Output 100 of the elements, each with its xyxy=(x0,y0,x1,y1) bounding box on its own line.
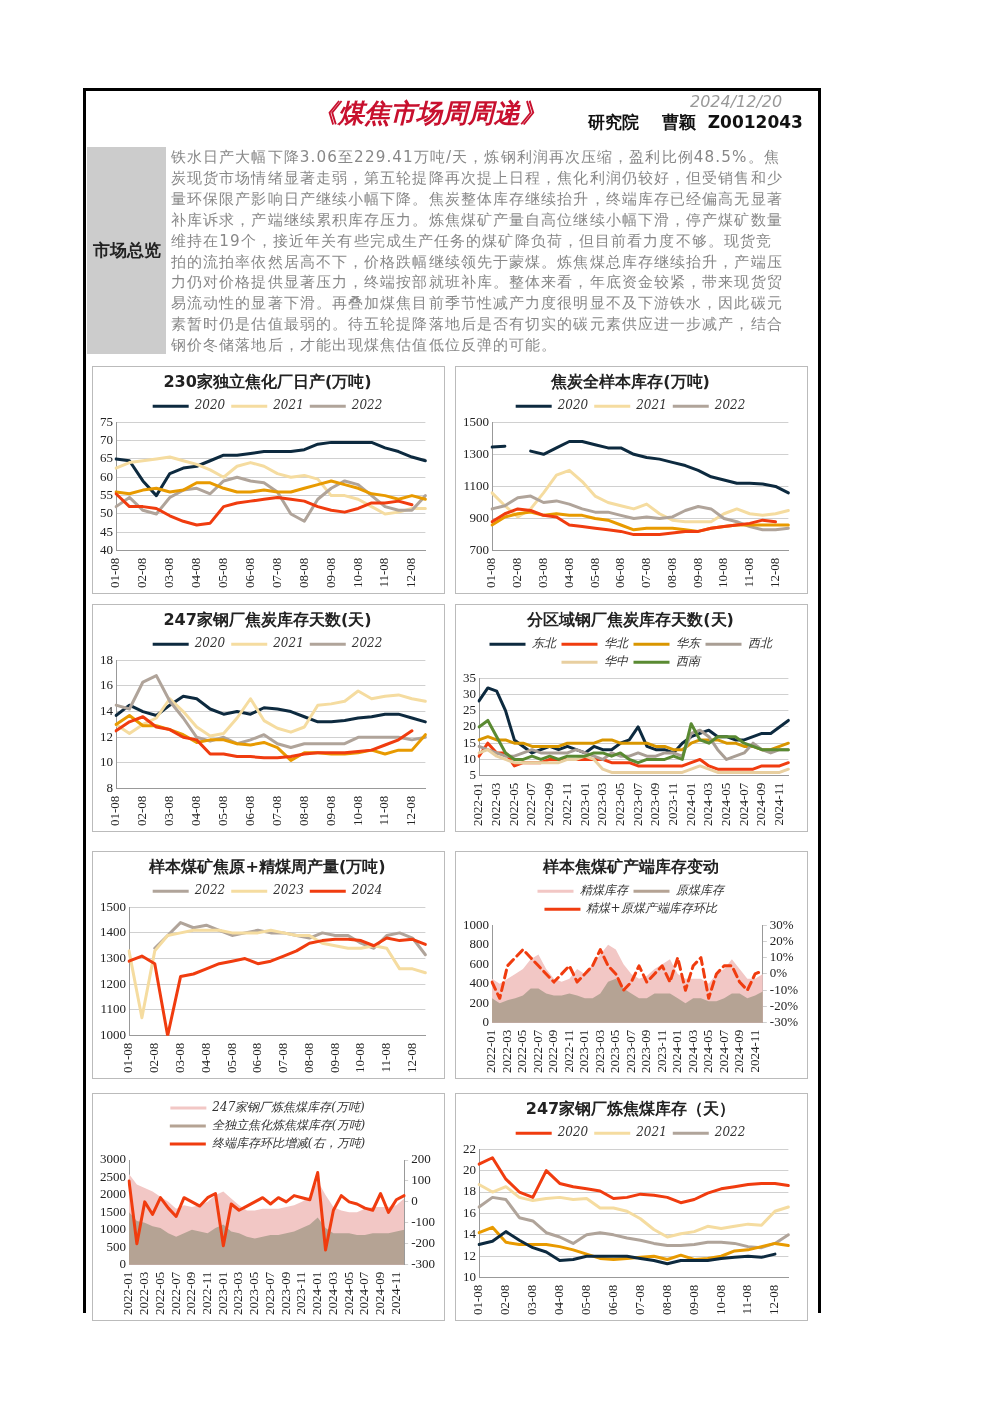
x-tick-label: 01-08 xyxy=(107,557,123,589)
chart-title: 分区域钢厂焦炭库存天数(天) xyxy=(526,609,734,629)
x-tick-label: 2024-07 xyxy=(715,1029,731,1074)
x-tick-label: 2023-11 xyxy=(653,1029,669,1073)
x-tick-label: 10-08 xyxy=(352,1042,368,1074)
x-tick-label: 03-08 xyxy=(161,557,177,589)
x-tick-label: 2023-07 xyxy=(261,1271,277,1316)
x-tick-label: 2024-05 xyxy=(717,782,733,827)
x-tick-label: 05-08 xyxy=(223,1042,239,1074)
x-tick-label: 02-08 xyxy=(134,795,150,827)
y-tick-label: 16 xyxy=(463,1204,477,1220)
x-tick-label: 2024-11 xyxy=(746,1029,762,1073)
y-tick-label: 8 xyxy=(106,780,113,796)
y-tick-label: 700 xyxy=(469,542,489,558)
x-tick-label: 2024-05 xyxy=(700,1029,716,1074)
x-tick-label: 2022-09 xyxy=(183,1271,199,1316)
x-tick-label: 2024-07 xyxy=(356,1271,372,1316)
x-tick-label: 09-08 xyxy=(322,795,338,827)
y-tick-label: 65 xyxy=(100,450,113,466)
y2-tick-label: -200 xyxy=(411,1235,436,1251)
x-tick-label: 2024-01 xyxy=(309,1271,325,1316)
x-tick-label: 01-08 xyxy=(107,795,123,827)
y-tick-label: 1100 xyxy=(463,477,489,493)
x-tick-label: 07-08 xyxy=(638,557,654,589)
x-tick-label: 2024-11 xyxy=(387,1271,403,1315)
y-tick-label: 18 xyxy=(463,1183,476,1199)
x-tick-label: 07-08 xyxy=(275,1042,291,1074)
x-tick-label: 09-08 xyxy=(689,557,705,589)
x-tick-label: 08-08 xyxy=(658,1284,674,1316)
x-tick-label: 08-08 xyxy=(295,557,311,589)
legend-label: 2021 xyxy=(272,636,304,651)
x-tick-label: 2023-05 xyxy=(607,1029,623,1074)
legend-label: 精煤+原煤产端库存环比 xyxy=(586,901,718,916)
x-tick-label: 01-08 xyxy=(483,557,499,589)
x-tick-label: 2023-01 xyxy=(576,782,592,827)
x-tick-label: 02-08 xyxy=(146,1042,162,1074)
x-tick-label: 2023-11 xyxy=(664,782,680,826)
y-tick-label: 10 xyxy=(463,1269,476,1285)
x-tick-label: 10-08 xyxy=(349,795,365,827)
x-tick-label: 03-08 xyxy=(171,1042,187,1074)
x-tick-label: 06-08 xyxy=(249,1042,265,1074)
y-tick-label: 30 xyxy=(463,685,476,701)
x-tick-label: 2024-09 xyxy=(731,1029,747,1074)
legend-label: 2022 xyxy=(713,398,746,413)
legend-label: 2020 xyxy=(556,398,589,413)
x-tick-label: 05-08 xyxy=(586,557,602,589)
legend-label: 原煤库存 xyxy=(675,883,726,898)
y-tick-label: 55 xyxy=(100,487,113,503)
x-tick-label: 2023-01 xyxy=(214,1271,230,1316)
legend-label: 东北 xyxy=(531,636,558,651)
x-tick-label: 04-08 xyxy=(197,1042,213,1074)
x-tick-label: 2022-03 xyxy=(498,1029,514,1074)
text: 2024/12/20 xyxy=(690,92,783,111)
y-tick-label: 14 xyxy=(100,703,114,719)
x-tick-label: 05-08 xyxy=(215,557,231,589)
x-tick-label: 2023-05 xyxy=(246,1271,262,1316)
y2-tick-label: -300 xyxy=(411,1256,436,1272)
x-tick-label: 2022-03 xyxy=(488,782,504,827)
x-tick-label: 2022-05 xyxy=(514,1029,530,1074)
x-tick-label: 10-08 xyxy=(715,557,731,589)
x-tick-label: 02-08 xyxy=(509,557,525,589)
x-tick-label: 2022-05 xyxy=(151,1271,167,1316)
x-tick-label: 2023-09 xyxy=(647,782,663,827)
legend-label: 247家钢厂炼焦煤库存(万吨) xyxy=(211,1100,365,1115)
x-tick-label: 04-08 xyxy=(551,1284,567,1316)
legend-label: 2020 xyxy=(193,398,226,413)
y-tick-label: 500 xyxy=(106,1238,126,1254)
x-tick-label: 2024-01 xyxy=(669,1029,685,1074)
y-tick-label: 0 xyxy=(119,1256,126,1272)
x-tick-label: 08-08 xyxy=(300,1042,316,1074)
x-tick-label: 2023-01 xyxy=(576,1029,592,1074)
y-tick-label: 12 xyxy=(100,728,113,744)
y-tick-label: 1400 xyxy=(100,924,126,940)
legend-label: 2023 xyxy=(272,883,305,898)
legend-label: 2024 xyxy=(350,883,383,898)
y-tick-label: 35 xyxy=(463,669,476,685)
legend-label: 华中 xyxy=(603,654,629,669)
legend-label: 华北 xyxy=(603,636,630,651)
x-tick-label: 2024-09 xyxy=(753,782,769,827)
y-tick-label: 10 xyxy=(100,754,113,770)
chart-title: 247家钢厂焦炭库存天数(天) xyxy=(163,609,372,629)
y-tick-label: 60 xyxy=(100,468,113,484)
legend-label: 终端库存环比增减(右，万吨) xyxy=(211,1136,366,1151)
x-tick-label: 2024-01 xyxy=(682,782,698,827)
y-tick-label: 20 xyxy=(463,1162,476,1178)
x-tick-label: 10-08 xyxy=(712,1284,728,1316)
x-tick-label: 2023-07 xyxy=(629,782,645,827)
x-tick-label: 2024-03 xyxy=(324,1271,340,1316)
y-tick-label: 70 xyxy=(100,431,113,447)
y-tick-label: 16 xyxy=(100,677,114,693)
y-tick-label: 400 xyxy=(469,975,489,991)
y-tick-label: 14 xyxy=(463,1226,477,1242)
x-tick-label: 05-08 xyxy=(215,795,231,827)
x-tick-label: 2024-05 xyxy=(340,1271,356,1316)
x-tick-label: 02-08 xyxy=(134,557,150,589)
y-tick-label: 12 xyxy=(463,1247,476,1263)
y-tick-label: 45 xyxy=(100,523,113,539)
x-tick-label: 2022-03 xyxy=(136,1271,152,1316)
x-tick-label: 2023-09 xyxy=(638,1029,654,1074)
x-tick-label: 2022-07 xyxy=(529,1029,545,1074)
